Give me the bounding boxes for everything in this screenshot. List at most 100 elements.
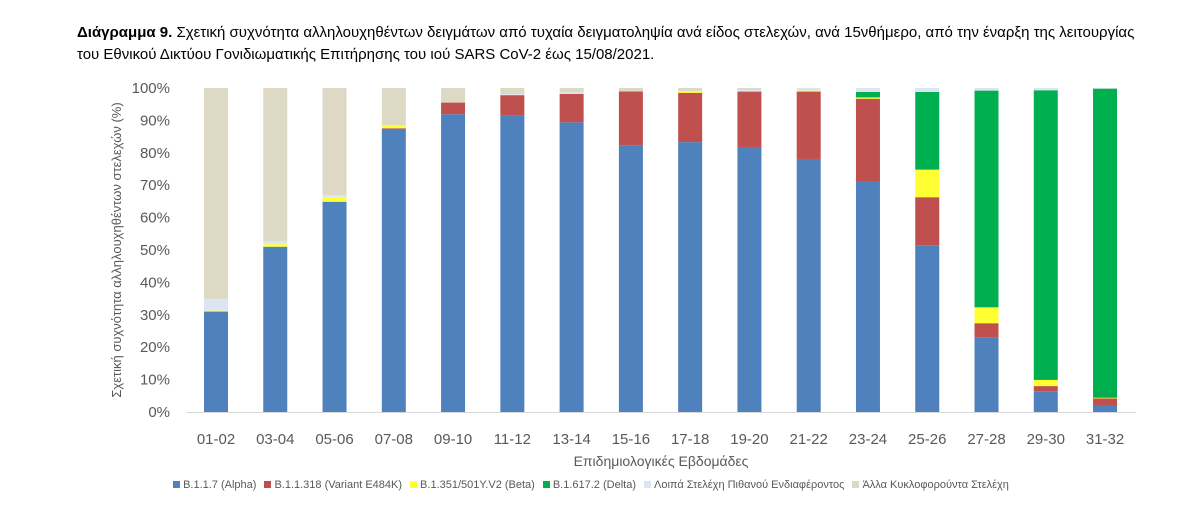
x-tick-label: 15-16 [612, 431, 650, 448]
bar-segment-29-30-2 [1033, 379, 1058, 387]
legend-swatch [643, 481, 651, 488]
x-tick-label: 09-10 [434, 431, 472, 448]
y-tick-label: 20% [140, 339, 170, 356]
bar-segment-23-24-1 [855, 98, 880, 181]
legend-item: Λοιπά Στελέχη Πιθανού Ενδιαφέροντος [643, 479, 845, 491]
bar-segment-07-08-2 [381, 125, 406, 129]
x-tick-label: 21-22 [790, 431, 828, 448]
bar-segment-29-30-1 [1033, 386, 1058, 392]
x-tick-label: 05-06 [315, 431, 353, 448]
chart-title: Διάγραμμα 9. Σχετική συχνότητα αλληλουχη… [77, 22, 1137, 66]
bar-segment-25-26-4 [915, 88, 940, 92]
bar-segment-07-08-0 [381, 128, 406, 412]
bar-segment-11-12-5 [500, 88, 525, 95]
bar-segment-05-06-2 [322, 197, 347, 202]
y-tick-label: 30% [140, 307, 170, 324]
bar-segment-01-02-0 [204, 311, 228, 412]
legend: B.1.1.7 (Alpha) B.1.1.318 (Variant E484K)… [0, 479, 1182, 491]
bar-segment-29-30-0 [1033, 391, 1058, 412]
bar-segment-25-26-1 [915, 197, 940, 246]
bar-segment-21-22-4 [796, 88, 821, 91]
x-tick-label: 29-30 [1027, 431, 1065, 448]
x-tick-label: 03-04 [256, 431, 294, 448]
bar-segment-05-06-4 [322, 195, 347, 198]
bar-segment-19-20-4 [737, 89, 762, 92]
bar-segment-31-32-4 [1093, 88, 1118, 89]
legend-swatch [410, 481, 418, 488]
x-tick-label: 19-20 [730, 431, 768, 448]
bar-segment-23-24-4 [855, 88, 880, 92]
bar-segment-17-18-4 [678, 90, 703, 92]
bar-segment-11-12-0 [500, 115, 525, 412]
x-tick-label: 31-32 [1086, 431, 1124, 448]
bar-segment-01-02-5 [204, 88, 228, 299]
bar-segment-25-26-0 [915, 245, 940, 412]
bar-segment-03-04-0 [263, 246, 288, 412]
bar-segment-09-10-1 [441, 102, 466, 115]
x-tick-label: 01-02 [197, 431, 235, 448]
x-tick-label: 25-26 [908, 431, 946, 448]
bar-segment-27-28-3 [974, 90, 999, 308]
y-tick-label: 90% [140, 112, 170, 129]
bar-segment-11-12-4 [500, 94, 525, 96]
legend-swatch [852, 481, 860, 488]
bar-segment-09-10-5 [441, 88, 466, 103]
bar-segment-19-20-1 [737, 91, 762, 147]
legend-item: B.1.617.2 (Delta) [542, 479, 636, 491]
bar-segment-07-08-5 [381, 88, 406, 126]
legend-label: B.1.1.7 (Alpha) [183, 479, 257, 491]
bar-segment-07-08-1 [381, 128, 406, 129]
bar-segment-13-14-5 [559, 88, 584, 93]
bar-segment-13-14-1 [559, 93, 584, 123]
y-tick-label: 50% [140, 242, 170, 259]
bar-segment-09-10-0 [441, 114, 466, 412]
legend-label: Λοιπά Στελέχη Πιθανού Ενδιαφέροντος [653, 479, 845, 491]
legend-swatch [264, 481, 272, 488]
bar-segment-29-30-3 [1033, 90, 1058, 380]
x-tick-label: 23-24 [849, 431, 887, 448]
y-tick-label: 70% [140, 177, 170, 194]
legend-item: B.1.1.7 (Alpha) [173, 479, 256, 491]
bar-segment-31-32-3 [1093, 88, 1118, 398]
bar-segment-17-18-0 [678, 142, 703, 412]
bar-segment-17-18-1 [678, 92, 703, 143]
legend-item: B.1.351/501Y.V2 (Beta) [410, 479, 535, 491]
legend-label: B.1.351/501Y.V2 (Beta) [420, 479, 535, 491]
bar-segment-25-26-2 [915, 169, 940, 198]
legend-item: Άλλα Κυκλοφορούντα Στελέχη [852, 479, 1009, 491]
y-tick-label: 0% [148, 404, 170, 421]
x-axis-title: Επιδημιολογικές Εβδομάδες [574, 453, 749, 469]
bar-segment-11-12-1 [500, 95, 525, 116]
bar-segment-01-02-4 [204, 298, 228, 311]
legend-swatch [173, 481, 181, 488]
bar-segment-31-32-1 [1093, 398, 1118, 406]
bar-segment-21-22-2 [796, 90, 821, 92]
bar-segment-19-20-5 [737, 88, 762, 90]
bar-segment-05-06-0 [322, 201, 347, 412]
bar-segment-23-24-3 [855, 91, 880, 98]
bar-segment-21-22-0 [796, 158, 821, 412]
y-tick-label: 80% [140, 145, 170, 162]
legend-swatch [542, 481, 550, 488]
bar-segment-03-04-2 [263, 244, 288, 247]
bar-segment-23-24-2 [855, 97, 880, 99]
x-tick-label: 11-12 [494, 431, 531, 448]
figure-number: Διάγραμμα 9. [77, 24, 173, 41]
y-tick-label: 60% [140, 210, 170, 227]
bar-segment-03-04-4 [263, 240, 288, 245]
title-text: Σχετική συχνότητα αλληλουχηθέντων δειγμά… [77, 24, 1135, 63]
bar-segment-27-28-1 [974, 323, 999, 338]
bar-segment-31-32-0 [1093, 405, 1118, 412]
bar-segment-27-28-0 [974, 337, 999, 412]
bar-segment-31-32-2 [1093, 397, 1118, 399]
bar-segment-17-18-2 [678, 91, 703, 93]
bar-segment-25-26-3 [915, 91, 940, 170]
bar-segment-23-24-0 [855, 180, 880, 412]
y-tick-label: 40% [140, 274, 170, 291]
legend-label: B.1.617.2 (Delta) [552, 479, 636, 491]
x-tick-label: 17-18 [671, 431, 709, 448]
bar-segment-15-16-1 [618, 91, 643, 146]
bar-segment-05-06-5 [322, 88, 347, 196]
